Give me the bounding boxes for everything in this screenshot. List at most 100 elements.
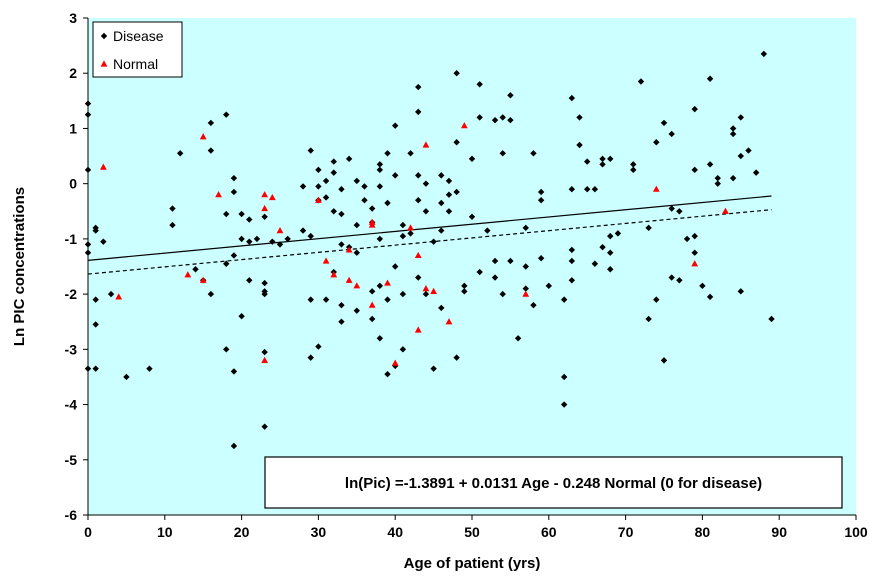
legend-marker-normal bbox=[100, 60, 108, 67]
plot-area bbox=[88, 18, 856, 515]
data-point-disease bbox=[560, 373, 568, 381]
data-point-disease bbox=[207, 290, 215, 298]
data-point-normal bbox=[345, 246, 353, 253]
data-point-normal bbox=[199, 276, 207, 283]
data-point-disease bbox=[407, 230, 414, 237]
data-point-disease bbox=[576, 141, 583, 149]
fit-line-disease bbox=[87, 195, 772, 261]
data-point-normal bbox=[422, 284, 430, 292]
data-point-disease bbox=[499, 150, 506, 157]
data-point-disease bbox=[399, 221, 407, 229]
legend: Disease Normal bbox=[92, 21, 183, 78]
data-point-disease bbox=[514, 335, 522, 342]
data-point-disease bbox=[737, 114, 744, 121]
data-point-normal bbox=[184, 271, 192, 278]
data-point-disease bbox=[453, 139, 460, 146]
data-point-disease bbox=[714, 180, 721, 187]
data-point-disease bbox=[691, 166, 698, 174]
data-point-disease bbox=[376, 335, 384, 342]
data-point-disease bbox=[384, 150, 391, 157]
data-point-disease bbox=[607, 249, 614, 256]
data-point-disease bbox=[338, 301, 345, 309]
data-point-disease bbox=[476, 268, 483, 276]
data-point-disease bbox=[223, 260, 230, 267]
data-point-disease bbox=[230, 252, 238, 259]
data-point-disease bbox=[399, 290, 407, 298]
data-point-disease bbox=[645, 224, 652, 232]
data-point-disease bbox=[668, 274, 675, 281]
data-point-disease bbox=[484, 227, 491, 234]
data-point-normal bbox=[414, 326, 422, 333]
legend-marker-disease bbox=[100, 32, 108, 40]
data-point-disease bbox=[507, 116, 514, 124]
data-point-disease bbox=[376, 282, 384, 290]
x-tick-label: 60 bbox=[541, 524, 557, 540]
data-point-disease bbox=[261, 213, 268, 220]
data-point-disease bbox=[338, 185, 345, 193]
data-point-disease bbox=[729, 130, 737, 138]
data-point-disease bbox=[760, 50, 768, 58]
data-point-disease bbox=[453, 354, 460, 361]
data-point-disease bbox=[415, 83, 422, 91]
data-point-disease bbox=[230, 174, 238, 182]
data-point-disease bbox=[261, 423, 268, 430]
data-point-disease bbox=[361, 197, 368, 204]
data-point-disease bbox=[476, 81, 483, 88]
data-point-disease bbox=[430, 365, 437, 372]
data-point-disease bbox=[368, 288, 376, 295]
data-point-disease bbox=[307, 147, 314, 154]
x-tick-label: 80 bbox=[695, 524, 711, 540]
y-tick-label: 1 bbox=[69, 120, 77, 136]
data-point-normal bbox=[407, 224, 414, 231]
data-point-disease bbox=[169, 221, 176, 229]
data-point-disease bbox=[384, 296, 391, 303]
data-point-disease bbox=[92, 321, 99, 328]
data-point-normal bbox=[99, 163, 107, 170]
data-point-disease bbox=[461, 288, 468, 295]
data-point-disease bbox=[315, 183, 322, 190]
data-point-disease bbox=[299, 183, 307, 190]
data-point-disease bbox=[491, 257, 499, 265]
data-point-disease bbox=[630, 166, 637, 174]
data-point-disease bbox=[737, 288, 744, 295]
x-tick-label: 30 bbox=[311, 524, 327, 540]
data-point-disease bbox=[729, 125, 737, 132]
data-point-disease bbox=[522, 285, 529, 292]
data-point-disease bbox=[376, 183, 384, 190]
data-point-disease bbox=[384, 199, 391, 207]
data-point-normal bbox=[199, 133, 207, 140]
data-point-disease bbox=[223, 346, 230, 353]
data-point-disease bbox=[376, 235, 384, 243]
data-point-disease bbox=[353, 307, 360, 314]
x-tick-label: 20 bbox=[234, 524, 250, 540]
data-point-normal bbox=[345, 276, 353, 283]
data-point-normal bbox=[522, 290, 530, 297]
data-point-disease bbox=[653, 296, 660, 303]
data-point-disease bbox=[568, 257, 576, 265]
data-point-disease bbox=[422, 180, 430, 187]
data-point-disease bbox=[560, 401, 568, 408]
data-point-disease bbox=[691, 232, 698, 240]
data-point-disease bbox=[107, 290, 115, 298]
data-point-disease bbox=[476, 114, 483, 121]
data-point-disease bbox=[537, 197, 545, 204]
data-point-disease bbox=[246, 238, 253, 245]
data-point-normal bbox=[276, 227, 284, 234]
y-tick-label: -5 bbox=[65, 452, 78, 468]
data-point-disease bbox=[422, 290, 430, 298]
data-point-disease bbox=[253, 235, 261, 243]
data-point-disease bbox=[169, 205, 176, 212]
data-point-disease bbox=[568, 185, 576, 193]
equation-box: ln(Pic) =-1.3891 + 0.0131 Age - 0.248 No… bbox=[264, 456, 843, 509]
data-point-normal bbox=[414, 251, 422, 259]
data-point-disease bbox=[384, 370, 391, 378]
data-point-normal bbox=[315, 196, 322, 203]
data-point-disease bbox=[607, 232, 614, 240]
data-points bbox=[84, 50, 775, 450]
data-point-disease bbox=[269, 238, 276, 245]
data-point-disease bbox=[338, 241, 345, 248]
data-point-normal bbox=[368, 301, 376, 308]
data-point-normal bbox=[322, 257, 330, 264]
y-tick-label: -3 bbox=[65, 341, 78, 357]
